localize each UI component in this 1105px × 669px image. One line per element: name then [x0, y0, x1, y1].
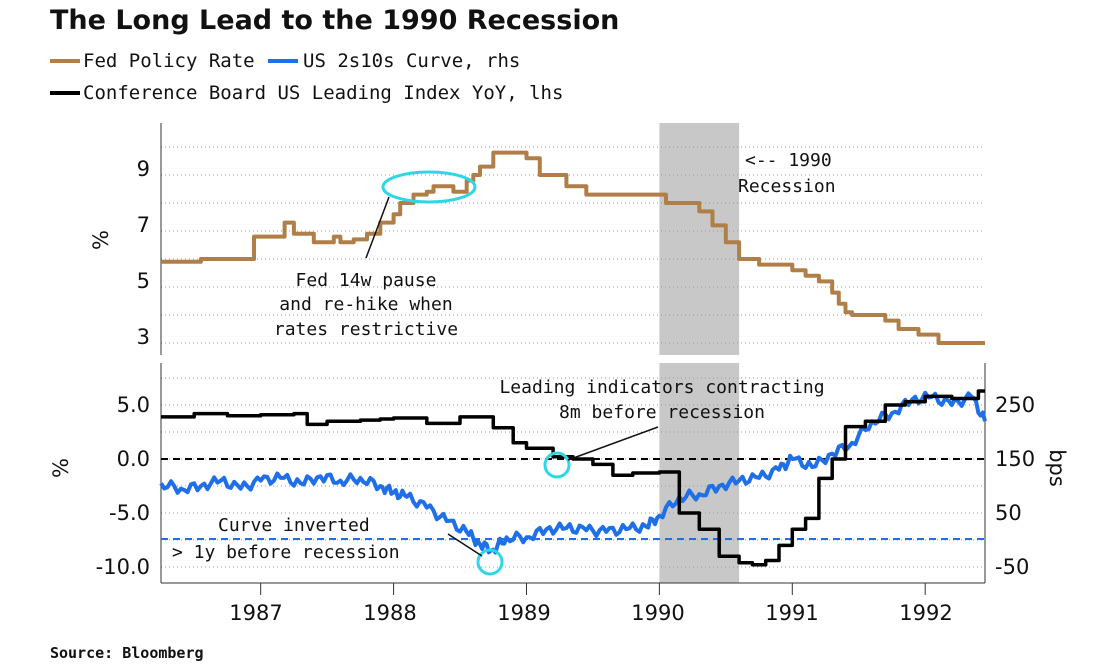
source-note: Source: Bloomberg [50, 644, 204, 662]
recession-annotation: Recession [738, 176, 836, 197]
top-tick-label: 5 [137, 269, 150, 293]
x-tick-label: 1989 [497, 601, 550, 625]
legend-label-lei: Conference Board US Leading Index YoY, l… [83, 82, 563, 104]
lead-annotation: 8m before recession [559, 402, 765, 423]
x-tick-labels: 1987 1988 1989 1990 1991 1992 [229, 601, 952, 625]
pause-annotation: Fed 14w pause [296, 270, 437, 291]
right-tick-label: 250 [995, 393, 1035, 417]
bottom-left-ylabel: % [49, 458, 73, 478]
x-tick-label: 1992 [899, 601, 952, 625]
legend: Fed Policy Rate US 2s10s Curve, rhs Conf… [50, 50, 563, 104]
left-tick-label: -5.0 [109, 501, 150, 525]
x-tick-label: 1988 [363, 601, 416, 625]
lead-pointer-line [567, 426, 659, 461]
gridlines [161, 146, 985, 568]
top-tick-label: 7 [137, 213, 150, 237]
series-line-fed-policy-rate [161, 150, 985, 345]
x-tick-label: 1990 [631, 601, 684, 625]
bottom-right-ylabel: bps [1045, 449, 1069, 487]
inversion-annotation: Curve inverted [218, 515, 370, 536]
x-tick-label: 1987 [229, 601, 282, 625]
left-tick-label: -10.0 [96, 555, 150, 579]
top-tick-label: 3 [137, 325, 150, 349]
right-tick-label: 50 [995, 501, 1022, 525]
top-ylabel: % [89, 230, 113, 250]
bottom-right-ticks: 250 150 50 -50 [995, 393, 1035, 579]
right-tick-label: 150 [995, 447, 1035, 471]
series-layer [159, 150, 987, 567]
inversion-pointer-line [447, 533, 483, 557]
pause-pointer-line [365, 196, 390, 259]
left-tick-label: 0.0 [117, 447, 150, 471]
legend-label-fed: Fed Policy Rate [83, 50, 255, 72]
series-line-leading-index [161, 389, 985, 567]
pause-highlight-circle [381, 170, 477, 204]
top-y-ticks: 9 7 5 3 [137, 157, 150, 349]
inversion-highlight-circle [476, 548, 504, 576]
top-tick-label: 9 [137, 157, 150, 181]
chart-title: The Long Lead to the 1990 Recession [50, 5, 619, 36]
pause-annotation: and re-hike when [279, 294, 452, 315]
legend-label-curve: US 2s10s Curve, rhs [303, 50, 520, 72]
inversion-annotation: > 1y before recession [172, 542, 400, 563]
x-ticks [260, 583, 926, 595]
x-tick-label: 1991 [765, 601, 818, 625]
recession-annotation: <-- 1990 [745, 150, 832, 171]
lead-highlight-circle [543, 451, 571, 479]
left-tick-label: 5.0 [117, 393, 150, 417]
pause-annotation: rates restrictive [274, 319, 458, 340]
lead-annotation: Leading indicators contracting [499, 377, 824, 398]
right-tick-label: -50 [995, 555, 1029, 579]
bottom-left-ticks: 5.0 0.0 -5.0 -10.0 [96, 393, 150, 579]
